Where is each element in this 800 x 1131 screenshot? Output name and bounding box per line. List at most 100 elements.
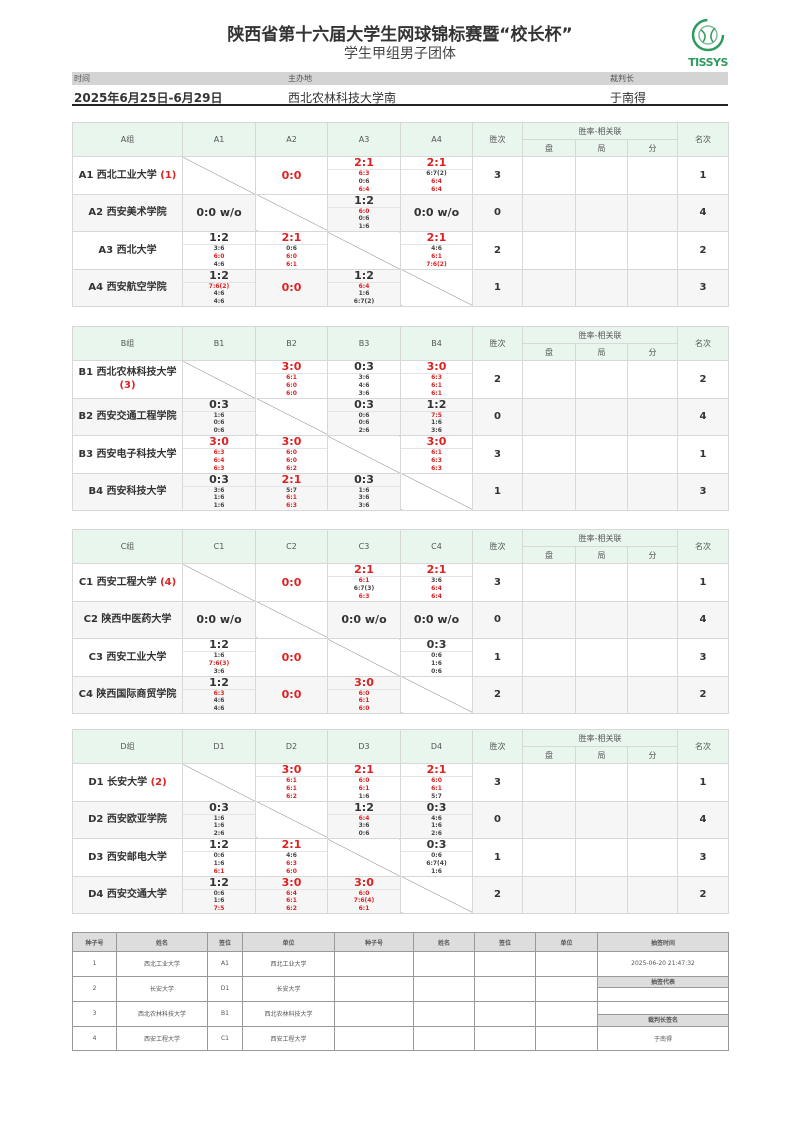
rank-header: 名次 bbox=[677, 326, 730, 361]
wins-value: 1 bbox=[472, 268, 523, 307]
column-header: C1 bbox=[182, 529, 256, 564]
set-score: 1:6 bbox=[431, 822, 442, 830]
match-cell: 2:1 6:0 6:1 5:7 bbox=[400, 763, 473, 802]
match-cell: 0:3 3:6 4:6 3:6 bbox=[327, 360, 401, 399]
set-scores: 1:6 7:6(3) 3:6 bbox=[183, 652, 255, 675]
sets-header: 盘 bbox=[522, 746, 576, 764]
set-score: 7:6(2) bbox=[426, 260, 447, 268]
set-scores: 3:6 6:4 6:4 bbox=[401, 577, 472, 600]
match-cell: 0:0 bbox=[255, 156, 328, 195]
tiebreak-points-value bbox=[626, 472, 679, 511]
draw-cell-empty bbox=[474, 1025, 536, 1051]
tiebreak-games-value bbox=[575, 875, 628, 914]
set-score: 4:6 bbox=[213, 290, 225, 298]
set-score: 6:0 bbox=[286, 381, 297, 389]
set-score: 6:3 bbox=[358, 170, 370, 178]
team-row: B1 西北农林科技大学 (3) 3:0 6:1 6:0 6:0 0:3 3:6 4:6 3:6 3… bbox=[72, 360, 730, 399]
games-header: 局 bbox=[575, 546, 628, 564]
draw-header: 姓名 bbox=[413, 932, 475, 952]
match-cell: 1:2 6:4 1:6 6:7(2) bbox=[327, 268, 401, 307]
set-scores: 6:1 6:3 6:3 bbox=[401, 449, 472, 472]
team-name: A1 西北工业大学 bbox=[78, 169, 157, 181]
self-match-cell bbox=[182, 156, 256, 195]
tiebreak-sets-value bbox=[522, 600, 576, 639]
draw-cell: 4 bbox=[72, 1025, 117, 1051]
set-score: 3:6 bbox=[213, 245, 225, 253]
self-match-cell bbox=[327, 638, 401, 677]
column-header: D4 bbox=[400, 729, 473, 764]
tiebreak-points-value bbox=[626, 675, 679, 714]
rank-value: 3 bbox=[677, 472, 730, 511]
venue-label: 主办地 bbox=[288, 74, 312, 83]
column-header: B3 bbox=[327, 326, 401, 361]
draw-table: 种子号 姓名 签位 单位 种子号 姓名 签位 单位 抽签时间 1 西北工业大学 A1 西北工业大学 202… bbox=[72, 932, 729, 1051]
team-name: D3 西安邮电大学 bbox=[88, 851, 167, 863]
team-name-cell: A2 西安美术学院 bbox=[72, 193, 183, 232]
wins-value: 2 bbox=[472, 875, 523, 914]
tiebreak-games-value bbox=[575, 800, 628, 839]
tiebreak-games-value bbox=[575, 563, 628, 602]
tiebreak-sets-value bbox=[522, 397, 576, 436]
match-cell: 0:0 bbox=[255, 675, 328, 714]
games-header: 局 bbox=[575, 746, 628, 764]
draw-header: 签位 bbox=[207, 932, 243, 952]
set-scores: 6:3 4:6 4:6 bbox=[183, 690, 255, 713]
draw-cell: 西北农林科技大学 bbox=[242, 1000, 335, 1027]
set-scores: 6:1 6:1 6:2 bbox=[256, 777, 327, 800]
referee-sign-value: 于南得 bbox=[653, 1035, 672, 1043]
match-score: 1:2 bbox=[328, 801, 400, 815]
match-score: 0:3 bbox=[183, 801, 255, 815]
match-cell: 0:3 4:6 1:6 2:6 bbox=[400, 800, 473, 839]
set-score: 6:0 bbox=[286, 252, 297, 260]
match-score: 0:0 bbox=[281, 575, 302, 589]
set-scores: 6:3 6:1 6:1 bbox=[401, 374, 472, 397]
match-score: 1:2 bbox=[183, 676, 255, 690]
tiebreak-games-value bbox=[575, 156, 628, 195]
team-row: D1 长安大学 (2) 3:0 6:1 6:1 6:2 2:1 6:0 6:1 1:6 2:1 6:… bbox=[72, 763, 730, 802]
team-row: A1 西北工业大学 (1) 0:0 2:1 6:3 0:6 6:4 2:1 6:7(2) 6:4… bbox=[72, 156, 730, 195]
set-scores: 6:0 6:0 6:2 bbox=[256, 449, 327, 472]
tiebreak-games-value bbox=[575, 231, 628, 270]
tiebreak-sets-value bbox=[522, 231, 576, 270]
rank-value: 1 bbox=[677, 563, 730, 602]
team-row: B2 西安交通工程学院 0:3 1:6 0:6 0:6 0:3 0:6 0:6 2:6 1:2 7:… bbox=[72, 397, 730, 436]
set-scores: 0:6 6:0 6:1 bbox=[256, 245, 327, 268]
draw-cell: 3 bbox=[72, 1000, 117, 1027]
match-score: 0:0 w/o bbox=[196, 613, 242, 627]
games-header: 局 bbox=[575, 343, 628, 361]
set-scores: 0:6 0:6 2:6 bbox=[328, 412, 400, 435]
set-score: 6:1 bbox=[431, 381, 442, 389]
set-score: 6:1 bbox=[358, 577, 370, 585]
column-header: C4 bbox=[400, 529, 473, 564]
set-score: 6:1 bbox=[431, 389, 442, 397]
draw-cell: C1 bbox=[207, 1025, 243, 1051]
set-scores: 6:4 1:6 6:7(2) bbox=[328, 283, 400, 306]
tiebreak-sets-value bbox=[522, 800, 576, 839]
draw-cell-empty bbox=[334, 1000, 414, 1027]
self-match-cell bbox=[182, 563, 256, 602]
team-name: C4 陕西国际商贸学院 bbox=[78, 689, 177, 701]
set-score: 6:1 bbox=[431, 449, 442, 457]
match-score: 3:0 bbox=[401, 361, 472, 375]
team-name: A2 西安美术学院 bbox=[88, 207, 167, 219]
wins-header: 胜次 bbox=[472, 326, 523, 361]
rank-value: 4 bbox=[677, 800, 730, 839]
draw-row: 1 西北工业大学 A1 西北工业大学 2025-06-20 21:47:32 bbox=[72, 951, 729, 977]
column-header: A4 bbox=[400, 122, 473, 157]
set-scores: 4:6 1:6 2:6 bbox=[401, 815, 472, 838]
rank-value: 1 bbox=[677, 156, 730, 195]
match-cell: 0:0 bbox=[255, 563, 328, 602]
set-score: 6:0 bbox=[358, 777, 370, 785]
team-name-cell: A1 西北工业大学 (1) bbox=[72, 156, 183, 195]
set-score: 6:3 bbox=[431, 464, 442, 472]
tiebreak-games-value bbox=[575, 193, 628, 232]
page-subtitle: 学生甲组男子团体 bbox=[344, 46, 456, 62]
match-score: 1:2 bbox=[183, 639, 255, 653]
match-cell: 0:3 0:6 6:7(4) 1:6 bbox=[400, 838, 473, 877]
draw-cell-empty bbox=[413, 951, 475, 977]
draw-side-panel: 抽签代表 bbox=[597, 975, 729, 1002]
match-cell: 1:2 7:5 1:6 3:6 bbox=[400, 397, 473, 436]
set-scores: 4:6 6:1 7:6(2) bbox=[401, 245, 472, 268]
set-score: 4:6 bbox=[213, 697, 225, 705]
draw-side-panel: 于南得 bbox=[597, 1025, 729, 1051]
